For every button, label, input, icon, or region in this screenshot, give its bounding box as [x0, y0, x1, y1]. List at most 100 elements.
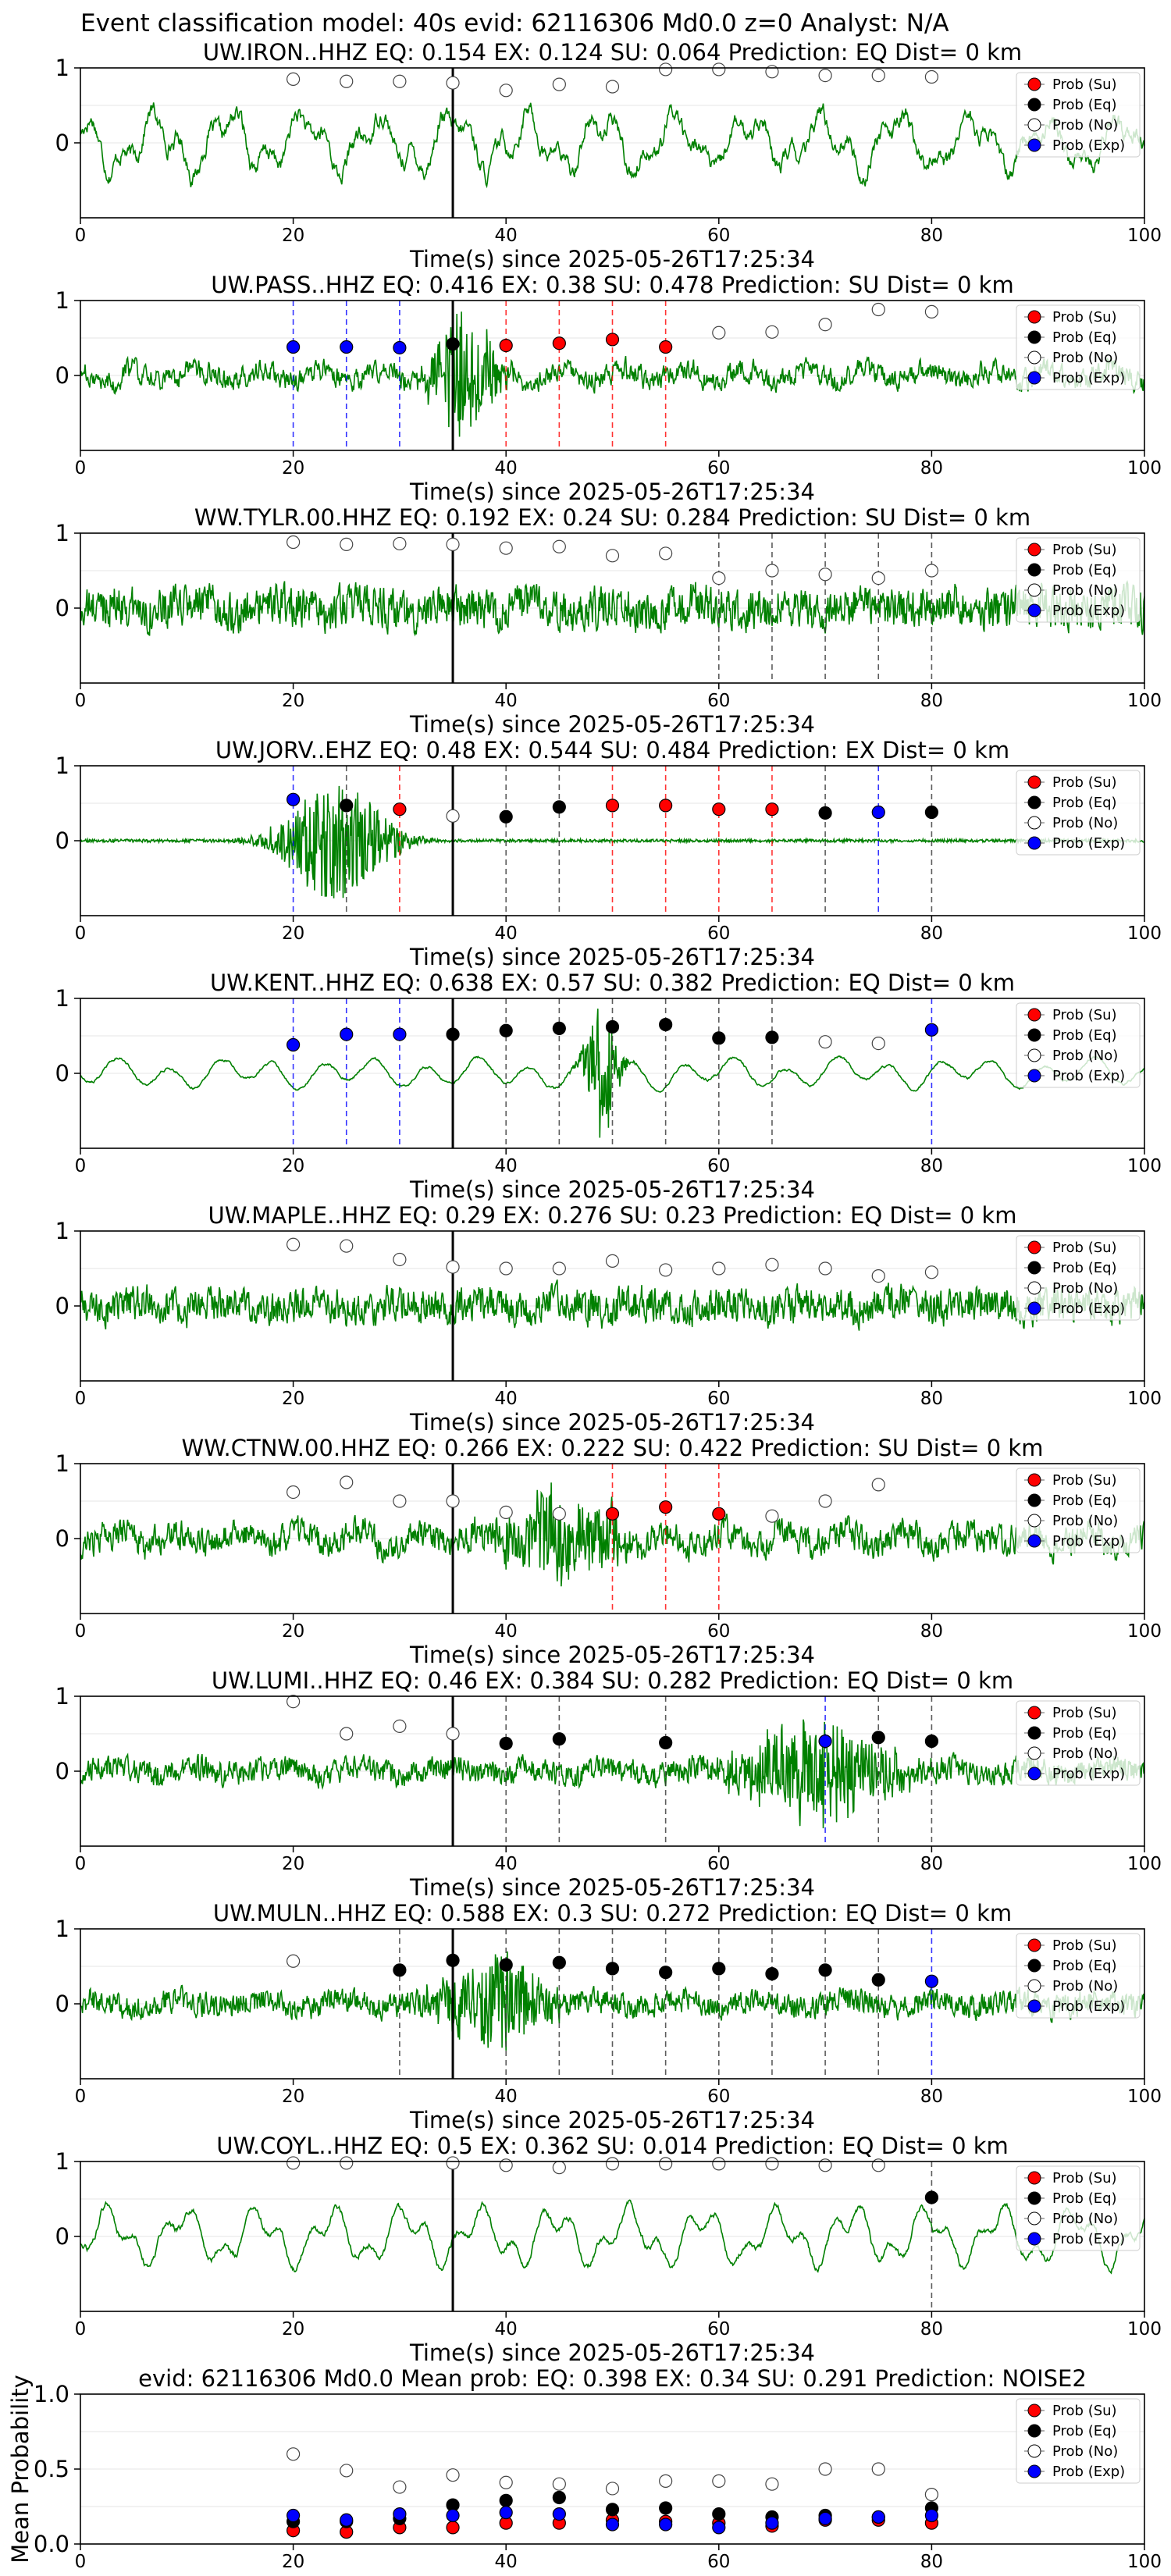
mean-marker-exp [818, 2511, 832, 2525]
prob-marker-no [765, 325, 779, 339]
prob-marker-exp [924, 1974, 939, 1988]
x-tick-label: 100 [1127, 1156, 1162, 1176]
y-tick-label: 0.5 [34, 2456, 69, 2482]
x-tick-label: 60 [707, 2087, 730, 2107]
prob-marker-no [446, 537, 460, 552]
prob-marker-eq [818, 806, 832, 820]
prob-marker-no [499, 1505, 513, 1520]
prob-marker-no [818, 2158, 832, 2172]
prob-marker-no [765, 564, 779, 578]
prob-marker-no [393, 1719, 407, 1733]
prob-marker-no [659, 546, 673, 560]
y-tick-label: 1 [55, 520, 69, 546]
prob-marker-no [765, 2157, 779, 2171]
prob-marker-no [712, 571, 726, 585]
x-tick-label: 0 [75, 2552, 87, 2572]
legend-label: Prob (Eq) [1052, 795, 1117, 811]
panel-title: UW.KENT..HHZ EQ: 0.638 EX: 0.57 SU: 0.38… [210, 970, 1015, 996]
x-tick-label: 40 [495, 458, 518, 479]
prob-marker-no [552, 1261, 566, 1276]
legend-marker-no [1027, 1281, 1041, 1295]
x-tick-label: 60 [707, 691, 730, 711]
legend-label: Prob (Eq) [1052, 2423, 1117, 2439]
panel-7: WW.CTNW.00.HHZ EQ: 0.266 EX: 0.222 SU: 0… [55, 1435, 1162, 1668]
prob-marker-no [605, 1254, 620, 1268]
legend-marker-su [1027, 1008, 1041, 1022]
prob-marker-no [659, 62, 673, 76]
panel-title: UW.IRON..HHZ EQ: 0.154 EX: 0.124 SU: 0.0… [203, 39, 1022, 66]
y-tick-label: 1 [55, 985, 69, 1012]
x-tick-label: 0 [75, 1156, 87, 1176]
panel-6: UW.MAPLE..HHZ EQ: 0.29 EX: 0.276 SU: 0.2… [55, 1202, 1162, 1436]
mean-marker-no [818, 2462, 832, 2476]
mean-marker-no [393, 2480, 407, 2494]
x-tick-label: 100 [1127, 1621, 1162, 1642]
x-tick-label: 20 [282, 923, 304, 944]
mean-marker-no [446, 2468, 460, 2482]
x-tick-label: 100 [1127, 458, 1162, 479]
legend-marker-eq [1027, 563, 1041, 577]
prob-marker-eq [340, 799, 354, 813]
waveform-trace [80, 1009, 1144, 1138]
prob-marker-eq [499, 809, 513, 824]
prob-marker-exp [393, 1027, 407, 1041]
legend-box [1016, 1468, 1141, 1553]
legend-marker-su [1027, 310, 1041, 324]
prob-marker-exp [287, 792, 301, 806]
x-tick-label: 60 [707, 458, 730, 479]
legend-label: Prob (Eq) [1052, 329, 1117, 346]
legend-label: Prob (Exp) [1052, 603, 1125, 619]
prob-marker-eq [499, 1023, 513, 1037]
waveform-trace [80, 1719, 1144, 1829]
legend-label: Prob (Eq) [1052, 1725, 1117, 1742]
prob-marker-no [605, 2157, 620, 2171]
mean-marker-eq [499, 2493, 513, 2507]
legend-marker-su [1027, 1473, 1041, 1487]
legend-marker-eq [1027, 795, 1041, 809]
prob-marker-no [871, 68, 885, 83]
legend-marker-su [1027, 77, 1041, 91]
legend-marker-no [1027, 350, 1041, 365]
legend-box [1016, 1002, 1141, 1088]
x-tick-label: 40 [495, 226, 518, 246]
prob-marker-no [818, 318, 832, 332]
legend-marker-eq [1027, 1726, 1041, 1740]
prob-marker-no [924, 1265, 939, 1279]
legend-marker-eq [1027, 2424, 1041, 2438]
legend-label: Prob (Exp) [1052, 1068, 1125, 1084]
legend-label: Prob (No) [1052, 117, 1118, 133]
legend-marker-eq [1027, 330, 1041, 344]
prob-marker-eq [871, 1973, 885, 1987]
legend-box [1016, 2398, 1141, 2484]
prob-marker-su [499, 339, 513, 353]
prob-marker-su [393, 802, 407, 817]
y-tick-label: 1.0 [34, 2381, 69, 2407]
legend-label: Prob (No) [1052, 1513, 1118, 1529]
y-tick-label: 0 [55, 2223, 69, 2250]
prob-marker-no [446, 809, 460, 823]
legend-label: Prob (Su) [1052, 1472, 1117, 1489]
mean-marker-no [765, 2477, 779, 2491]
legend-label: Prob (Su) [1052, 774, 1117, 791]
legend-marker-no [1027, 1514, 1041, 1528]
panel-3: WW.TYLR.00.HHZ EQ: 0.192 EX: 0.24 SU: 0.… [55, 504, 1162, 738]
prob-marker-no [393, 1494, 407, 1508]
prob-marker-exp [340, 1027, 354, 1041]
mean-marker-exp [871, 2510, 885, 2524]
legend-label: Prob (No) [1052, 1978, 1118, 1994]
prob-marker-exp [287, 340, 301, 354]
prob-marker-no [552, 77, 566, 91]
prob-marker-eq [499, 1736, 513, 1751]
x-tick-label: 80 [920, 1621, 943, 1642]
prob-marker-eq [659, 1735, 673, 1750]
mean-marker-exp [659, 2517, 673, 2532]
x-axis-label: Time(s) since 2025-05-26T17:25:34 [409, 1874, 815, 1901]
legend-label: Prob (Exp) [1052, 835, 1125, 852]
panel-title: UW.PASS..HHZ EQ: 0.416 EX: 0.38 SU: 0.47… [211, 272, 1013, 298]
mean-marker-exp [287, 2508, 301, 2523]
waveform-trace [80, 2199, 1144, 2275]
prob-marker-no [552, 2161, 566, 2175]
legend-label: Prob (Eq) [1052, 1260, 1117, 1276]
prob-marker-no [659, 1263, 673, 1277]
